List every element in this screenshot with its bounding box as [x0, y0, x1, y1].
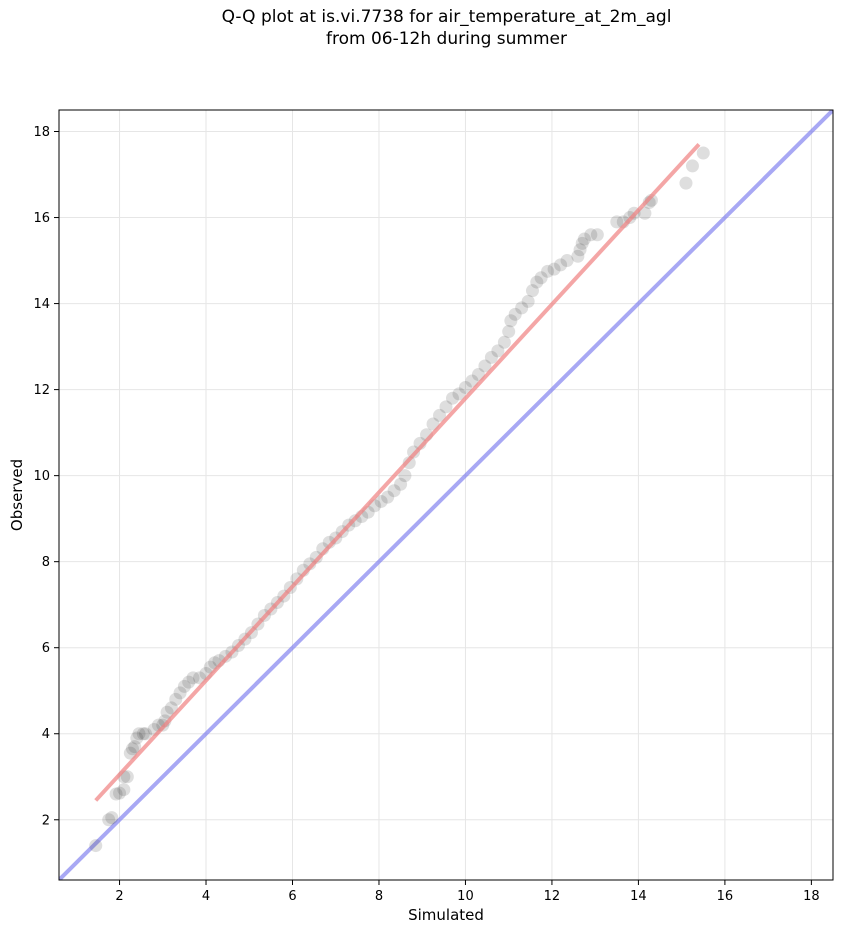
data-point [458, 380, 472, 394]
data-point [117, 783, 131, 797]
x-tick-label: 6 [288, 889, 296, 904]
x-tick-label: 18 [803, 889, 820, 904]
data-point [452, 387, 466, 401]
data-point [102, 813, 116, 827]
data-point [685, 159, 699, 173]
data-point [584, 228, 598, 242]
data-point [186, 671, 200, 685]
y-tick-label: 18 [33, 125, 50, 140]
data-point [560, 254, 574, 268]
x-tick-label: 12 [544, 889, 561, 904]
y-tick-label: 14 [33, 297, 50, 312]
data-point [387, 484, 401, 498]
data-point [547, 262, 561, 276]
x-tick-label: 16 [717, 889, 734, 904]
data-point [571, 249, 585, 263]
data-point [577, 232, 591, 246]
data-point [502, 325, 516, 339]
x-tick-label: 8 [375, 889, 383, 904]
data-point [610, 215, 624, 229]
data-point [177, 679, 191, 693]
data-point [402, 456, 416, 470]
grid [59, 110, 833, 880]
data-point [484, 350, 498, 364]
data-point [508, 307, 522, 321]
data-point [169, 692, 183, 706]
x-tick-label: 14 [630, 889, 647, 904]
fit-line-layer [94, 143, 701, 802]
data-points [89, 146, 710, 853]
data-point [696, 146, 710, 160]
data-point [465, 374, 479, 388]
data-point [638, 206, 652, 220]
y-tick-label: 2 [42, 813, 50, 828]
y-tick-label: 6 [42, 641, 50, 656]
data-point [445, 391, 459, 405]
chart-title: Q-Q plot at is.vi.7738 for air_temperatu… [221, 7, 672, 49]
data-point [541, 264, 555, 278]
data-point [173, 686, 187, 700]
data-point [515, 301, 529, 315]
x-tick-label: 4 [202, 889, 210, 904]
data-point [132, 727, 146, 741]
y-tick-label: 4 [42, 727, 50, 742]
fit-line [94, 143, 701, 802]
x-tick-label: 2 [115, 889, 123, 904]
data-point [478, 359, 492, 373]
data-point [679, 176, 693, 190]
data-point [491, 344, 505, 358]
data-point [530, 275, 544, 289]
y-tick-label: 12 [33, 383, 50, 398]
y-tick-label: 10 [33, 469, 50, 484]
y-tick-label: 16 [33, 211, 50, 226]
data-point [590, 228, 604, 242]
data-point [521, 294, 535, 308]
data-point [433, 408, 447, 422]
identity-line-layer [59, 110, 833, 880]
data-point [126, 742, 140, 756]
data-point [394, 477, 408, 491]
plot-frame [58, 109, 834, 881]
data-point [381, 490, 395, 504]
data-point [439, 400, 453, 414]
data-point [573, 243, 587, 257]
data-point [109, 787, 123, 801]
data-point [113, 786, 127, 800]
y-axis-label: Observed [8, 459, 26, 531]
data-point [575, 236, 589, 250]
data-point [136, 727, 150, 741]
data-point [120, 770, 134, 784]
data-point [398, 469, 412, 483]
data-point [89, 839, 103, 853]
data-point [105, 811, 119, 825]
x-tick-label: 10 [457, 889, 474, 904]
y-tick-label: 8 [42, 555, 50, 570]
axis-ticks: 2 4 6 8 10 12 14 16 18 2 4 6 8 10 12 14 16 18 [33, 125, 819, 904]
data-point [534, 271, 548, 285]
data-point [374, 494, 388, 508]
data-point [128, 740, 142, 754]
data-point [160, 705, 174, 719]
data-point [303, 557, 317, 571]
data-point [182, 675, 196, 689]
data-point [525, 284, 539, 298]
data-point [497, 335, 511, 349]
data-point [138, 727, 152, 741]
identity-line [59, 110, 833, 880]
data-point [164, 701, 178, 715]
data-point [130, 731, 144, 745]
data-point [554, 258, 568, 272]
x-axis-label: Simulated [408, 906, 484, 924]
data-point [504, 314, 518, 328]
